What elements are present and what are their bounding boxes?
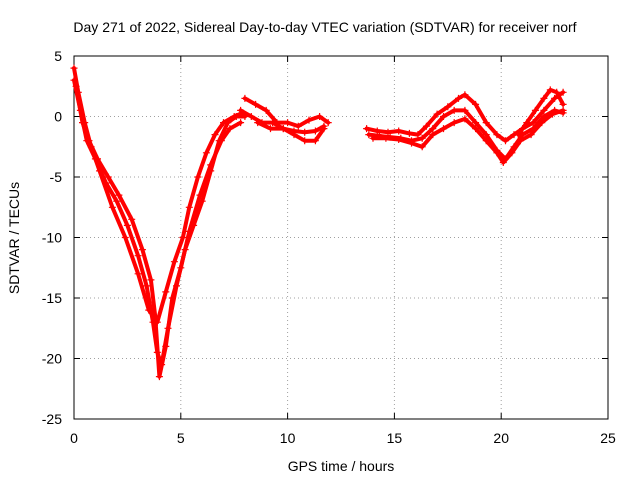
data-point-markers — [254, 119, 328, 145]
series-track-b — [70, 76, 249, 369]
x-tick-label: 5 — [177, 430, 185, 446]
series-line — [74, 84, 243, 379]
series-line — [72, 66, 245, 325]
data-point-markers — [241, 94, 332, 130]
series-track-j — [514, 86, 567, 139]
data-point-markers — [514, 86, 567, 139]
y-axis-label: SDTVAR / TECUs — [6, 182, 22, 294]
x-axis-label: GPS time / hours — [288, 458, 395, 474]
data-point-markers — [369, 106, 567, 166]
series-track-d — [241, 94, 332, 130]
tick-marks — [73, 55, 609, 420]
x-tick-label: 25 — [600, 430, 616, 446]
series-track-h — [365, 106, 567, 163]
series-track-f — [254, 119, 328, 145]
grid — [74, 56, 608, 419]
data-point-markers — [70, 76, 249, 369]
x-tick-label: 15 — [387, 430, 403, 446]
series-track-i — [369, 106, 567, 166]
series-track-c — [72, 82, 245, 381]
data-point-markers — [70, 64, 247, 326]
tick-labels: 0 5 10 15 20 25 5 0 -5 -10 -15 -20 -25 — [42, 48, 616, 446]
data-point-markers — [72, 82, 245, 381]
series-track-a — [70, 64, 247, 326]
y-tick-label: -25 — [42, 411, 62, 427]
y-tick-label: 0 — [54, 109, 62, 125]
y-tick-label: -20 — [42, 351, 62, 367]
x-tick-label: 0 — [70, 430, 78, 446]
x-tick-label: 20 — [493, 430, 509, 446]
y-tick-label: -10 — [42, 230, 62, 246]
series-layer — [70, 64, 567, 381]
y-tick-label: 5 — [54, 48, 62, 64]
y-tick-label: -5 — [50, 169, 63, 185]
y-tick-label: -15 — [42, 290, 62, 306]
data-point-markers — [365, 106, 567, 163]
chart-title: Day 271 of 2022, Sidereal Day-to-day VTE… — [73, 19, 576, 35]
x-tick-label: 10 — [280, 430, 296, 446]
